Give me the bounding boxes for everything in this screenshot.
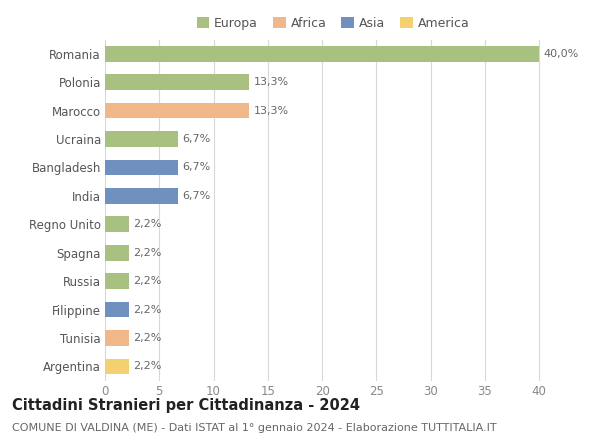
Text: COMUNE DI VALDINA (ME) - Dati ISTAT al 1° gennaio 2024 - Elaborazione TUTTITALIA: COMUNE DI VALDINA (ME) - Dati ISTAT al 1…	[12, 423, 497, 433]
Text: 6,7%: 6,7%	[182, 191, 211, 201]
Bar	[105, 188, 178, 204]
Text: 2,2%: 2,2%	[133, 219, 161, 229]
Text: 13,3%: 13,3%	[254, 106, 289, 116]
Bar	[105, 160, 178, 175]
Text: 6,7%: 6,7%	[182, 134, 211, 144]
Bar	[105, 245, 129, 260]
Bar	[105, 216, 129, 232]
Bar	[105, 74, 250, 90]
Text: 2,2%: 2,2%	[133, 333, 161, 343]
Text: 6,7%: 6,7%	[182, 162, 211, 172]
Bar	[105, 131, 178, 147]
Text: 2,2%: 2,2%	[133, 361, 161, 371]
Bar	[105, 103, 250, 118]
Bar	[105, 273, 129, 289]
Bar	[105, 302, 129, 317]
Text: 40,0%: 40,0%	[544, 49, 579, 59]
Text: 2,2%: 2,2%	[133, 304, 161, 315]
Text: Cittadini Stranieri per Cittadinanza - 2024: Cittadini Stranieri per Cittadinanza - 2…	[12, 398, 360, 413]
Text: 2,2%: 2,2%	[133, 276, 161, 286]
Bar	[105, 330, 129, 346]
Bar	[105, 359, 129, 374]
Bar	[105, 46, 539, 62]
Text: 2,2%: 2,2%	[133, 248, 161, 258]
Text: 13,3%: 13,3%	[254, 77, 289, 87]
Legend: Europa, Africa, Asia, America: Europa, Africa, Asia, America	[197, 17, 469, 30]
